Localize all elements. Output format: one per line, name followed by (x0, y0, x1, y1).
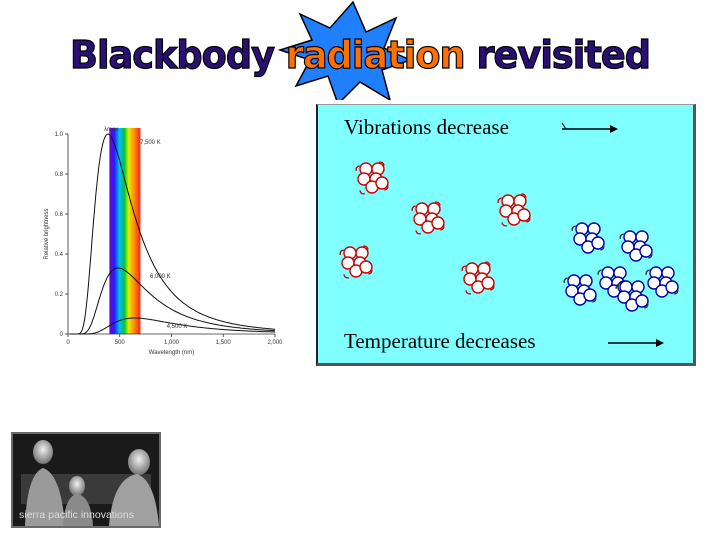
atom-cluster (497, 193, 531, 227)
title-part-revisited: revisited (465, 33, 650, 77)
title-part-blackbody: Blackbody (70, 33, 286, 77)
slide-title: Blackbody radiation revisited (0, 0, 720, 100)
y-tick-label: 0.4 (55, 252, 64, 258)
atom-cluster (571, 223, 605, 253)
y-tick-label: 0 (60, 332, 64, 338)
peak-label: λmax (104, 127, 118, 133)
arrow-right-icon (558, 119, 618, 139)
vibration-diagram: Vibrations decrease Temperature decrease… (316, 104, 696, 366)
blackbody-chart: 0 500 1,000 1,500 2,000 0 0.2 0.4 0.6 0.8 1.0 Wavel… (40, 120, 285, 360)
x-tick-label: 1,000 (164, 340, 180, 346)
atom-cluster (645, 267, 679, 297)
atom-cluster (355, 161, 389, 195)
atom-cluster (411, 201, 445, 235)
y-tick-label: 0.8 (55, 172, 64, 178)
atom-clusters (318, 145, 694, 325)
atom-cluster (461, 261, 495, 295)
photo-credit: sierra pacific innovations (19, 509, 134, 521)
atom-cluster (615, 281, 649, 311)
y-tick-label: 0.6 (55, 212, 64, 218)
y-tick-label: 0.2 (55, 292, 64, 298)
y-axis-label: Relative brightness (44, 208, 50, 259)
atom-cluster (619, 231, 653, 261)
series-label: 4,500 K (167, 324, 188, 330)
x-axis-label: Wavelength (nm) (149, 350, 194, 356)
x-tick-label: 500 (115, 340, 126, 346)
thermal-image: sierra pacific innovations (11, 432, 161, 528)
blackbody-curve (70, 134, 275, 334)
temperature-caption: Temperature decreases (344, 329, 536, 354)
arrow-right-icon (606, 333, 666, 353)
visible-spectrum-band (109, 128, 140, 334)
x-tick-label: 0 (66, 340, 70, 346)
series-label: 6,000 K (150, 274, 171, 280)
x-tick-label: 1,500 (216, 340, 232, 346)
title-part-radiation: radiation (286, 33, 465, 77)
x-tick-label: 2,000 (267, 340, 283, 346)
atom-cluster (563, 275, 597, 305)
vibrations-caption: Vibrations decrease (344, 115, 509, 140)
atom-cluster (339, 245, 373, 279)
series-label: 7,500 K (140, 140, 161, 146)
y-tick-label: 1.0 (55, 132, 64, 138)
svg-text:Blackbody radiation revisited: Blackbody radiation revisited (70, 33, 650, 77)
